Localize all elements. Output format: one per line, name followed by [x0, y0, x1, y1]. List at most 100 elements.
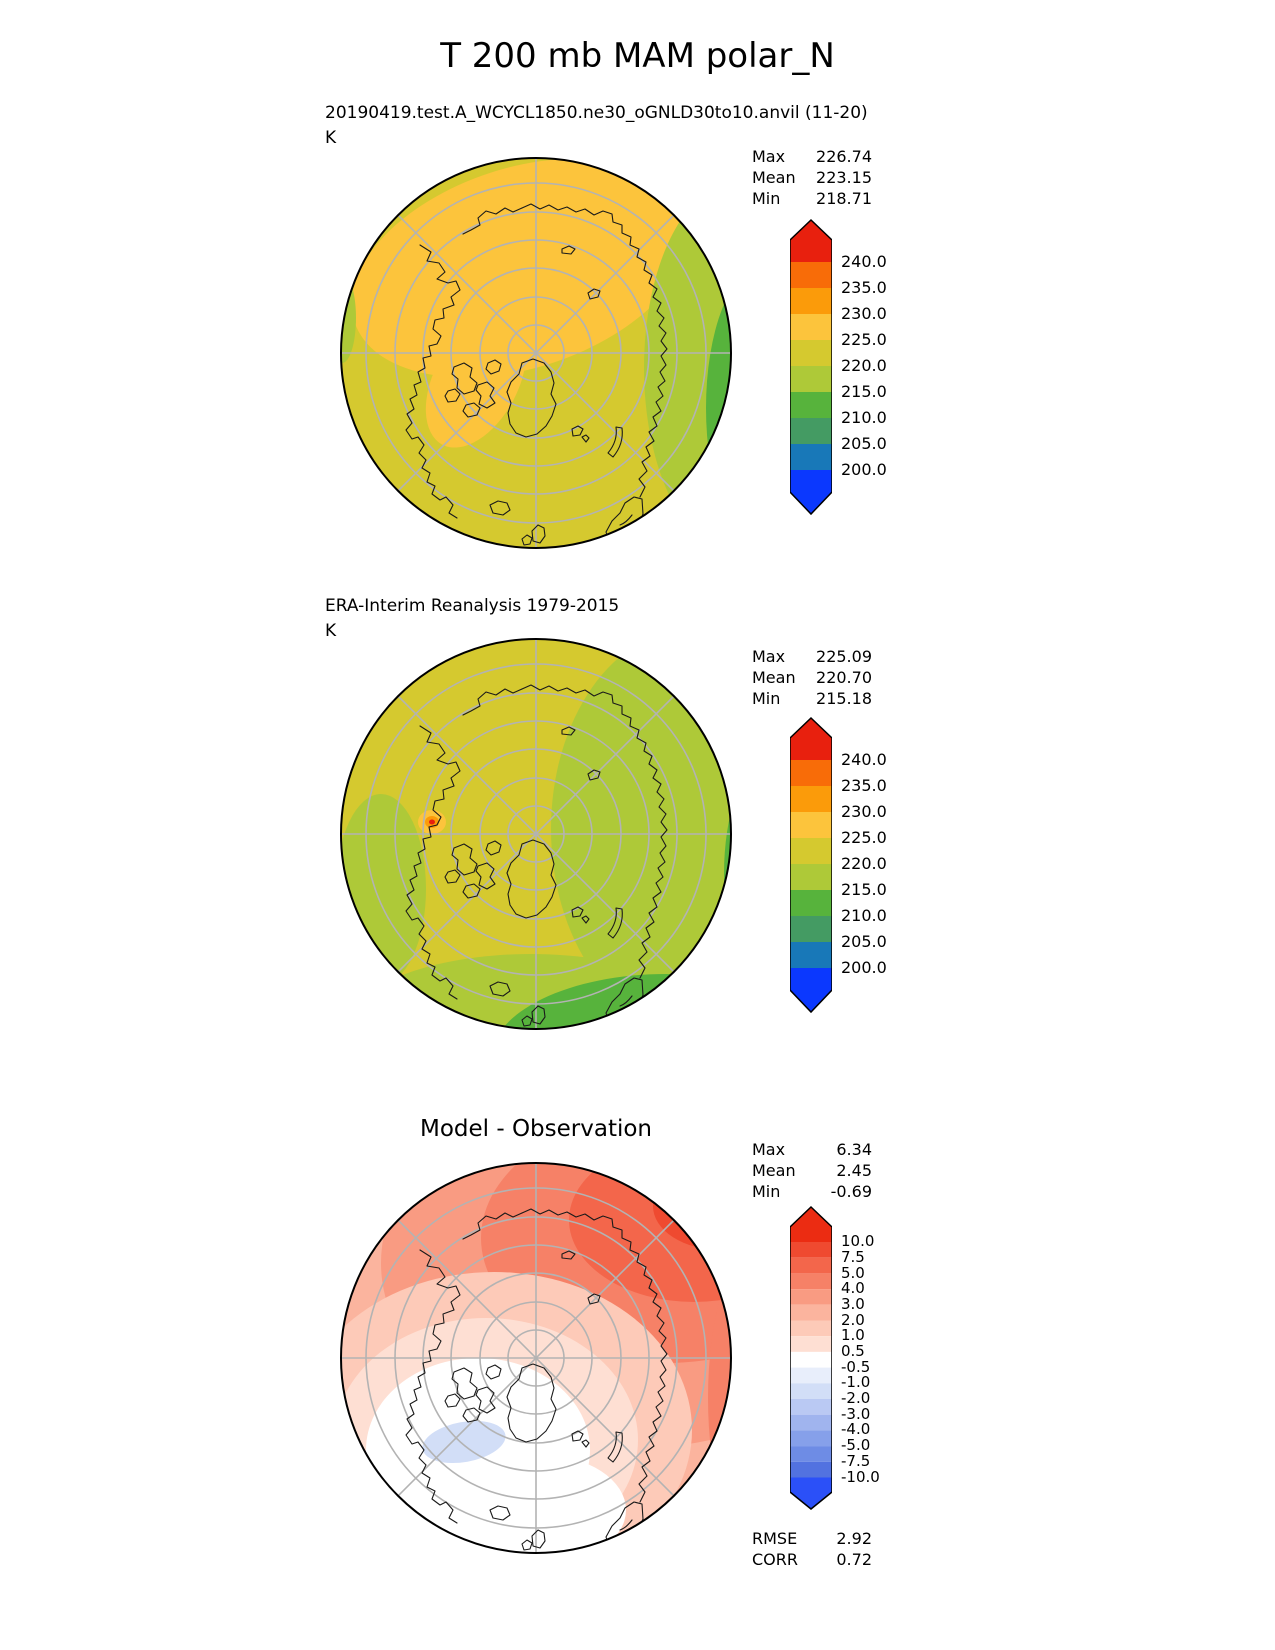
stat-row-min: Min 218.71	[752, 188, 872, 209]
tick-label: 10.0	[841, 1232, 875, 1251]
metric-row-rmse: RMSE 2.92	[752, 1528, 872, 1549]
tick-label: 2.0	[841, 1310, 865, 1329]
colorbar-segment	[790, 288, 832, 314]
stat-value: 225.09	[816, 647, 872, 666]
tick-label: 225.0	[841, 828, 887, 847]
colorbar-segment	[790, 812, 832, 838]
diff-map	[340, 1162, 732, 1554]
colorbar-arrow-bottom	[790, 968, 832, 1012]
colorbar-segment	[790, 1430, 832, 1447]
colorbar-outline	[790, 716, 832, 1014]
stat-value: -0.69	[830, 1182, 872, 1201]
page-title: T 200 mb MAM polar_N	[440, 36, 835, 76]
map-outline	[340, 1162, 732, 1554]
reference-map-cool-region-right	[551, 639, 731, 1029]
map-outline	[340, 157, 732, 549]
tick-label: 235.0	[841, 278, 887, 297]
stat-row-mean: Mean 220.70	[752, 667, 872, 688]
colorbar-outline	[790, 1205, 832, 1510]
tick-label: -10.0	[841, 1467, 880, 1486]
stat-row-min: Min 215.18	[752, 688, 872, 709]
tick-label: 0.5	[841, 1342, 865, 1360]
tick-label: 220.0	[841, 854, 887, 873]
colorbar-segment	[790, 418, 832, 444]
tick-label: 200.0	[841, 460, 887, 479]
tick-label: -2.0	[841, 1389, 871, 1408]
graticule	[341, 1163, 731, 1553]
stat-value: 6.34	[836, 1140, 872, 1159]
colorbar-segment	[790, 1383, 832, 1399]
metric-value: 0.72	[836, 1550, 872, 1569]
model-units-label: K	[325, 128, 337, 148]
colorbar-segment	[790, 340, 832, 366]
tick-label: 240.0	[841, 750, 887, 769]
diff-title: Model - Observation	[419, 1116, 653, 1142]
reference-subtitle: ERA-Interim Reanalysis 1979-2015	[325, 596, 620, 616]
reference-map	[340, 638, 732, 1030]
colorbar-segment	[790, 1304, 832, 1321]
stat-value: 226.74	[816, 147, 872, 166]
colorbar-segment	[790, 838, 832, 864]
colorbar-arrow-top	[790, 1207, 832, 1242]
reference-map-cold-rim-bottom	[491, 974, 731, 1029]
stat-label: Min	[752, 1182, 781, 1201]
diff-metrics: RMSE 2.92 CORR 0.72	[752, 1528, 872, 1570]
colorbar-arrow-bottom	[790, 470, 832, 514]
diff-stats: Max 6.34 Mean 2.45 Min -0.69	[752, 1139, 872, 1202]
model-subtitle: 20190419.test.A_WCYCL1850.ne30_oGNLD30to…	[325, 103, 868, 123]
reference-colorbar-ticks: 240.0 235.0 230.0 225.0 220.0 215.0 210.…	[841, 747, 887, 981]
stat-row-max: Max 225.09	[752, 646, 872, 667]
colorbar-segment	[790, 1257, 832, 1274]
stat-value: 223.15	[816, 168, 872, 187]
colorbar-segment	[790, 1242, 832, 1258]
tick-label: 7.5	[841, 1247, 865, 1266]
stat-row-max: Max 226.74	[752, 146, 872, 167]
model-colorbar	[790, 218, 832, 516]
reference-colorbar	[790, 716, 832, 1014]
colorbar-segment	[790, 864, 832, 890]
metric-value: 2.92	[836, 1529, 872, 1548]
colorbar-segment	[790, 1461, 832, 1478]
tick-label: 3.0	[841, 1294, 865, 1313]
tick-label: 200.0	[841, 958, 887, 977]
colorbar-segment	[790, 1320, 832, 1337]
tick-label: 205.0	[841, 434, 887, 453]
stat-value: 218.71	[816, 189, 872, 208]
graticule	[341, 158, 731, 548]
reference-units-label: K	[325, 621, 337, 641]
model-map-cool-band	[644, 183, 731, 548]
colorbar-segment	[790, 1289, 832, 1305]
diff-map-white-region-south	[456, 1455, 626, 1553]
diff-colorbar-ticks: 10.0 7.5 5.0 4.0 3.0 2.0 1.0 0.5 -0.5 -1…	[841, 1232, 880, 1486]
stat-label: Mean	[752, 1161, 796, 1180]
map-outline	[340, 638, 732, 1030]
tick-label: 230.0	[841, 304, 887, 323]
stat-label: Min	[752, 689, 781, 708]
graticule	[341, 639, 731, 1029]
tick-label: 210.0	[841, 906, 887, 925]
model-map-warm-region	[351, 158, 691, 378]
colorbar-segment	[790, 1367, 832, 1384]
colorbar-segment	[790, 1399, 832, 1415]
colorbar-segment	[790, 916, 832, 942]
model-stats: Max 226.74 Mean 223.15 Min 218.71	[752, 146, 872, 209]
tick-label: -7.5	[841, 1451, 871, 1470]
metric-label: CORR	[752, 1550, 798, 1569]
metric-row-corr: CORR 0.72	[752, 1549, 872, 1570]
reference-map-warm-spot-center	[429, 819, 435, 825]
colorbar-segment	[790, 1273, 832, 1290]
diff-map-cool-patch	[422, 1420, 506, 1464]
colorbar-arrow-bottom	[790, 1477, 832, 1509]
tick-label: -0.5	[841, 1357, 871, 1376]
stat-row-mean: Mean 223.15	[752, 167, 872, 188]
stat-label: Min	[752, 189, 781, 208]
tick-label: 205.0	[841, 932, 887, 951]
tick-label: 5.0	[841, 1263, 865, 1282]
model-colorbar-ticks: 240.0 235.0 230.0 225.0 220.0 215.0 210.…	[841, 249, 887, 483]
stat-label: Max	[752, 1140, 786, 1159]
tick-label: -3.0	[841, 1404, 871, 1423]
stat-label: Mean	[752, 668, 796, 687]
colorbar-segment	[790, 760, 832, 786]
reference-stats: Max 225.09 Mean 220.70 Min 215.18	[752, 646, 872, 709]
tick-label: 1.0	[841, 1326, 865, 1345]
